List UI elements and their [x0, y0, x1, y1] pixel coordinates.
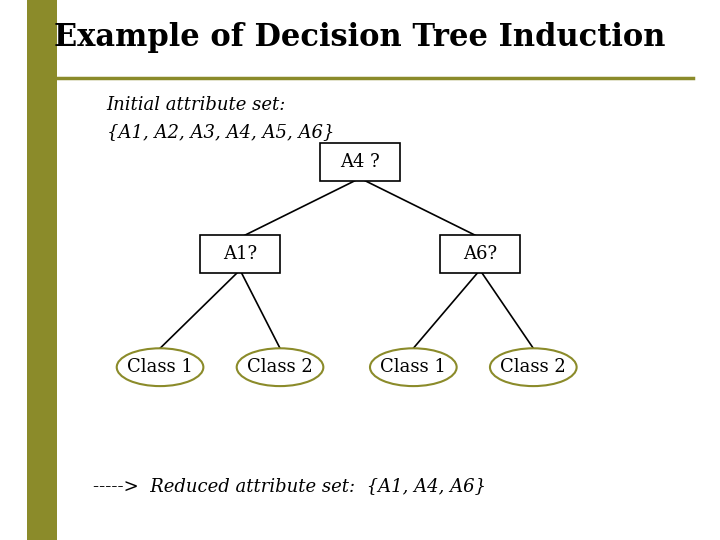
FancyBboxPatch shape	[440, 235, 520, 273]
Text: A6?: A6?	[463, 245, 497, 263]
Text: Class 1: Class 1	[380, 358, 446, 376]
Text: {A1, A2, A3, A4, A5, A6}: {A1, A2, A3, A4, A5, A6}	[107, 123, 334, 141]
Text: Example of Decision Tree Induction: Example of Decision Tree Induction	[54, 22, 666, 53]
Ellipse shape	[117, 348, 203, 386]
Ellipse shape	[237, 348, 323, 386]
FancyBboxPatch shape	[200, 235, 280, 273]
Ellipse shape	[370, 348, 456, 386]
Text: Class 2: Class 2	[500, 358, 566, 376]
FancyBboxPatch shape	[27, 0, 57, 540]
Text: A1?: A1?	[223, 245, 257, 263]
Ellipse shape	[490, 348, 577, 386]
Text: Class 1: Class 1	[127, 358, 193, 376]
Text: Initial attribute set:: Initial attribute set:	[107, 96, 286, 114]
Text: Class 2: Class 2	[247, 358, 313, 376]
Text: A4 ?: A4 ?	[340, 153, 380, 171]
FancyBboxPatch shape	[320, 143, 400, 181]
Text: ----->  Reduced attribute set:  {A1, A4, A6}: -----> Reduced attribute set: {A1, A4, A…	[94, 477, 487, 495]
